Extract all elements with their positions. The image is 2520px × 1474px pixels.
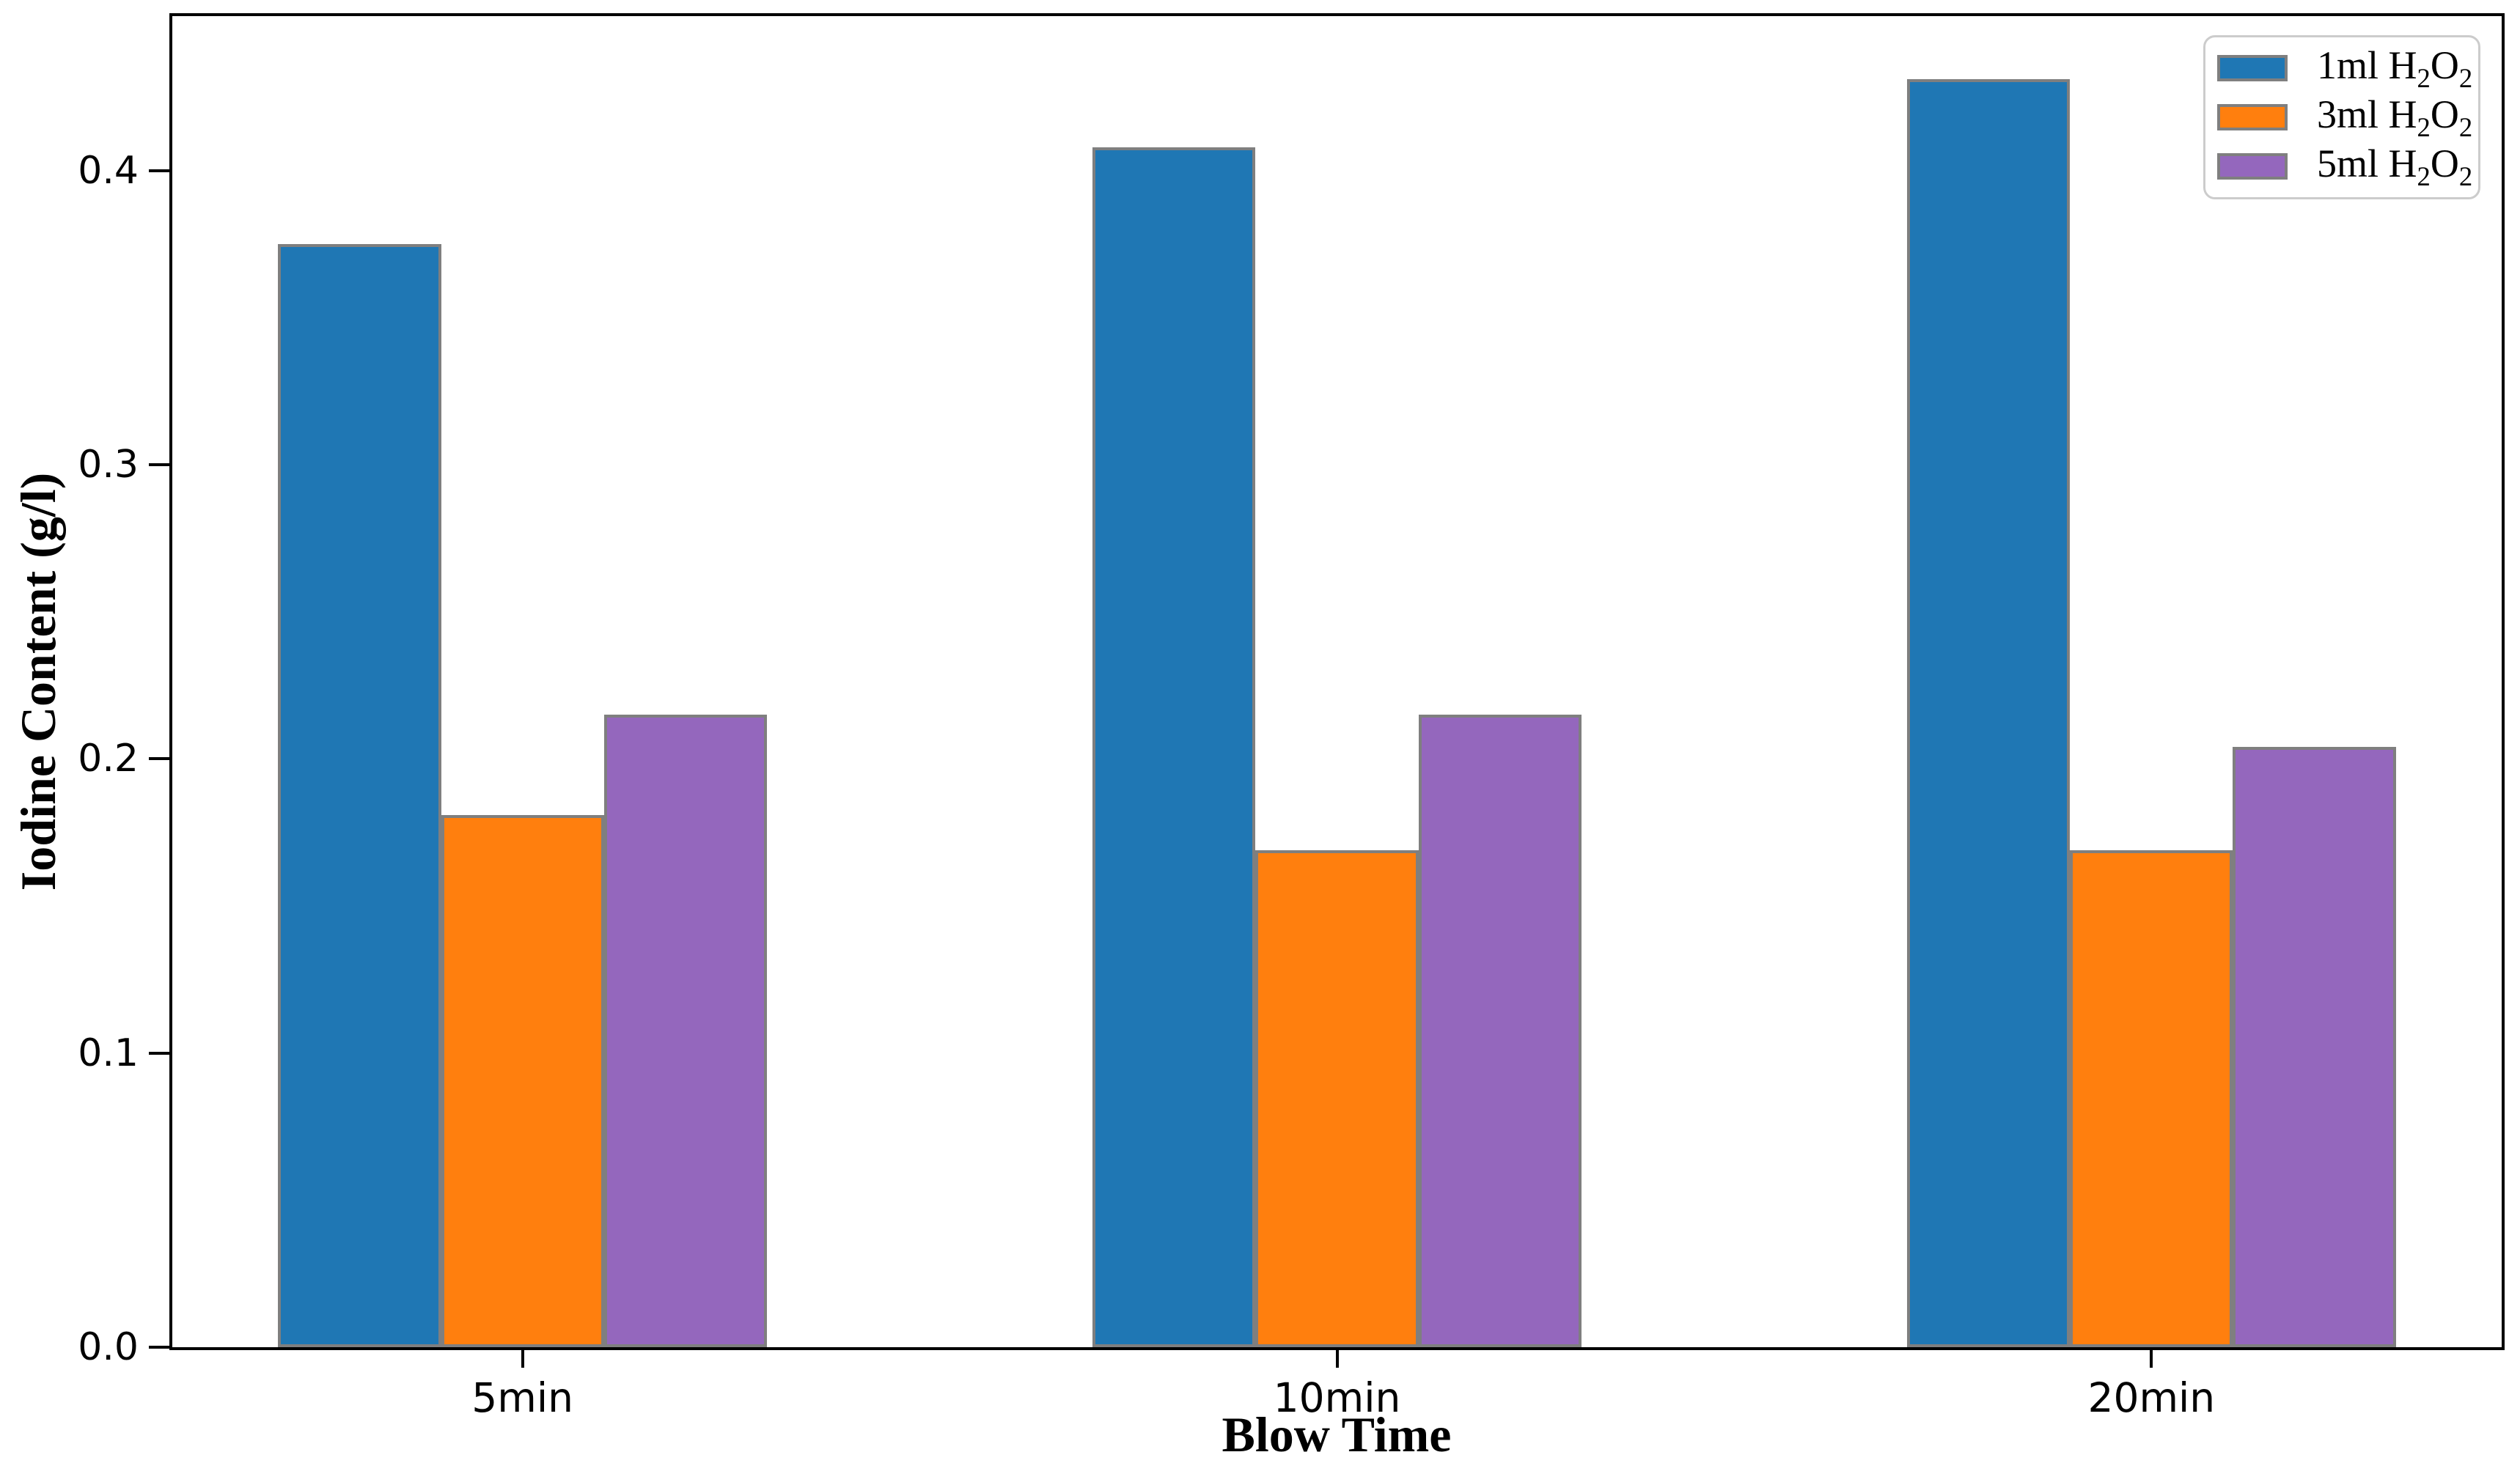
bar-3ml-10min <box>1255 850 1419 1347</box>
bar-5ml-20min <box>2233 747 2396 1347</box>
legend-swatch <box>2217 103 2288 130</box>
legend-label: 1ml H2O2 <box>2317 43 2473 93</box>
y-tick-label: 0.4 <box>78 148 139 193</box>
legend-entry: 3ml H2O2 <box>2205 92 2478 142</box>
x-tick-label: 5min <box>471 1374 574 1421</box>
x-tick-label: 10min <box>1273 1374 1401 1421</box>
legend-entry: 5ml H2O2 <box>2205 141 2478 192</box>
legend-label: 3ml H2O2 <box>2317 92 2473 142</box>
bar-3ml-20min <box>2070 850 2233 1347</box>
x-tick-mark <box>1335 1347 1339 1368</box>
y-tick-mark <box>149 1051 171 1055</box>
y-tick-label: 0.1 <box>78 1031 139 1075</box>
legend-entry: 1ml H2O2 <box>2205 43 2478 93</box>
y-tick-label: 0.2 <box>78 737 139 781</box>
y-tick-mark <box>149 169 171 172</box>
y-tick-label: 0.3 <box>78 443 139 487</box>
x-tick-label: 20min <box>2087 1374 2216 1421</box>
legend-swatch <box>2217 153 2288 180</box>
legend: 1ml H2O2 3ml H2O2 5ml H2O2 <box>2203 35 2480 199</box>
legend-label: 5ml H2O2 <box>2317 141 2473 192</box>
y-tick-label: 0.0 <box>78 1325 139 1369</box>
legend-swatch <box>2217 54 2288 81</box>
y-tick-mark <box>149 1346 171 1349</box>
x-tick-mark <box>521 1347 524 1368</box>
x-tick-mark <box>2150 1347 2153 1368</box>
x-axis-title: Blow Time <box>1222 1407 1452 1462</box>
bar-1ml-10min <box>1092 147 1256 1347</box>
bar-1ml-5min <box>278 244 441 1347</box>
y-tick-mark <box>149 757 171 761</box>
y-tick-mark <box>149 463 171 467</box>
bar-3ml-5min <box>441 814 604 1347</box>
bar-5ml-5min <box>603 715 767 1347</box>
bar-5ml-10min <box>1418 715 1582 1347</box>
bar-1ml-20min <box>1907 79 2071 1347</box>
